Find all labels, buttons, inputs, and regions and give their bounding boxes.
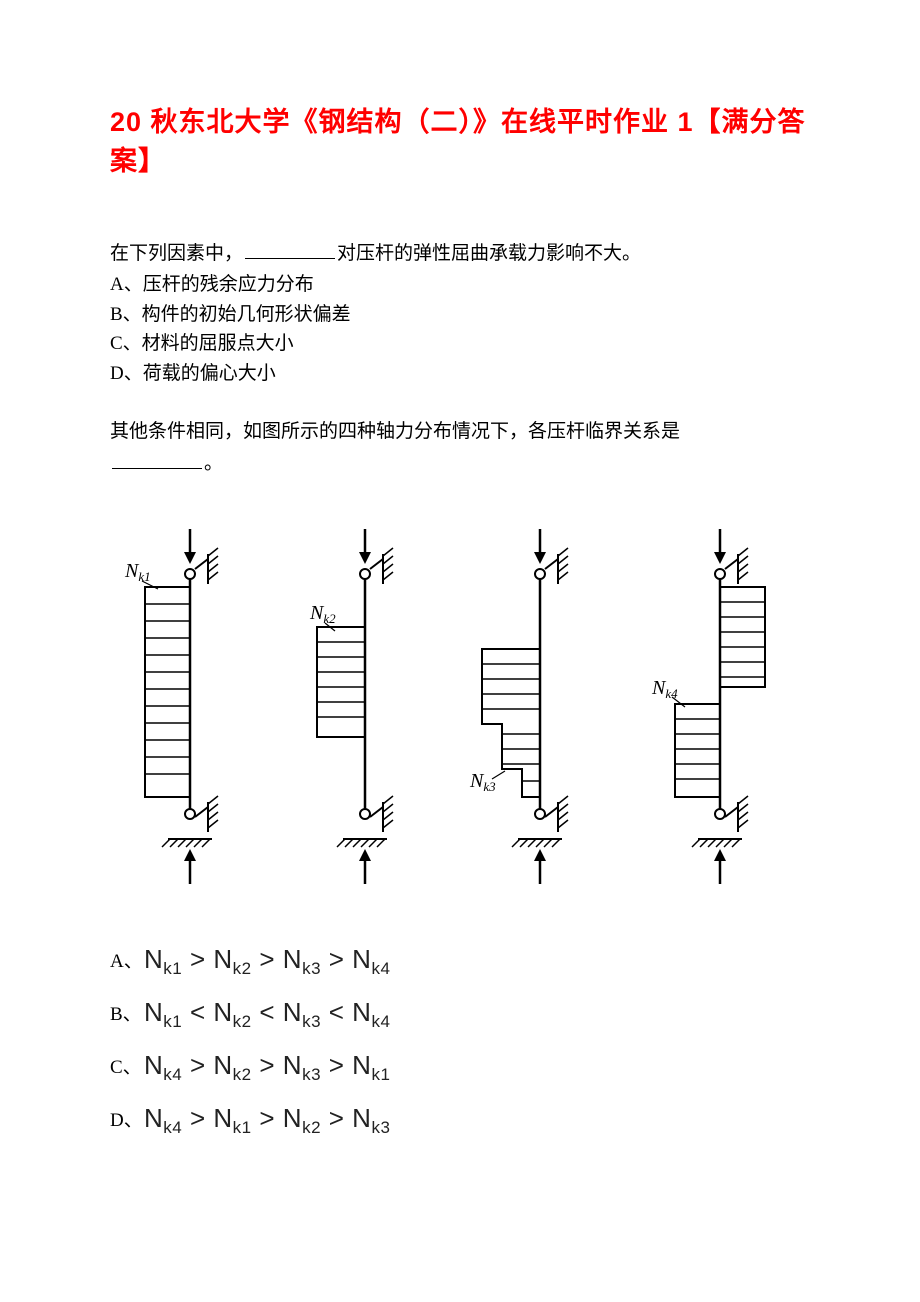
column-1: Nk1: [124, 529, 218, 884]
q2-stem-trail-line: 。: [110, 448, 810, 480]
q2-answer-d: D、 Nk4 > Nk1 > Nk2 > Nk3: [110, 1103, 810, 1138]
answer-d-letter: D、: [110, 1105, 138, 1138]
q1-blank: [245, 239, 335, 259]
q1-option-d: D、荷载的偏心大小: [110, 359, 810, 388]
answer-d-formula: Nk4 > Nk1 > Nk2 > Nk3: [144, 1103, 390, 1138]
label-nk3: Nk3: [469, 770, 496, 794]
q1-options: A、压杆的残余应力分布 B、构件的初始几何形状偏差 C、材料的屈服点大小 D、荷…: [110, 270, 810, 388]
column-2: Nk2: [309, 529, 393, 884]
answer-a-formula: Nk1 > Nk2 > Nk3 > Nk4: [144, 944, 390, 979]
q2-answer-options: A、 Nk1 > Nk2 > Nk3 > Nk4 B、 Nk1 < Nk2 < …: [110, 944, 810, 1139]
q1-option-c: C、材料的屈服点大小: [110, 329, 810, 358]
q1-stem-after: 对压杆的弹性屈曲承载力影响不大。: [337, 243, 641, 264]
answer-c-letter: C、: [110, 1052, 138, 1085]
q1-option-b: B、构件的初始几何形状偏差: [110, 300, 810, 329]
q1-stem: 在下列因素中， 对压杆的弹性屈曲承载力影响不大。: [110, 238, 810, 270]
answer-b-letter: B、: [110, 999, 138, 1032]
q2-answer-c: C、 Nk4 > Nk2 > Nk3 > Nk1: [110, 1050, 810, 1085]
column-3: Nk3: [469, 529, 568, 884]
label-nk1: Nk1: [124, 560, 151, 584]
answer-b-formula: Nk1 < Nk2 < Nk3 < Nk4: [144, 997, 390, 1032]
question-1: 在下列因素中， 对压杆的弹性屈曲承载力影响不大。 A、压杆的残余应力分布 B、构件…: [110, 238, 810, 388]
q2-stem: 其他条件相同，如图所示的四种轴力分布情况下，各压杆临界关系是: [110, 416, 810, 448]
answer-a-letter: A、: [110, 946, 138, 979]
question-2: 其他条件相同，如图所示的四种轴力分布情况下，各压杆临界关系是 。: [110, 416, 810, 481]
q2-answer-b: B、 Nk1 < Nk2 < Nk3 < Nk4: [110, 997, 810, 1032]
q2-stem-text: 其他条件相同，如图所示的四种轴力分布情况下，各压杆临界关系是: [110, 421, 680, 442]
axial-force-diagram: Nk1: [110, 509, 810, 909]
q2-blank: [112, 449, 202, 469]
q2-figure: Nk1: [110, 509, 810, 914]
q1-option-a: A、压杆的残余应力分布: [110, 270, 810, 299]
column-4: Nk4: [651, 529, 765, 884]
q1-stem-before: 在下列因素中，: [110, 243, 243, 264]
answer-c-formula: Nk4 > Nk2 > Nk3 > Nk1: [144, 1050, 390, 1085]
page-title: 20 秋东北大学《钢结构（二）》在线平时作业 1【满分答案】: [110, 100, 810, 178]
label-nk2: Nk2: [309, 602, 336, 626]
q2-stem-trail: 。: [204, 453, 223, 474]
label-nk4: Nk4: [651, 677, 678, 701]
q2-answer-a: A、 Nk1 > Nk2 > Nk3 > Nk4: [110, 944, 810, 979]
